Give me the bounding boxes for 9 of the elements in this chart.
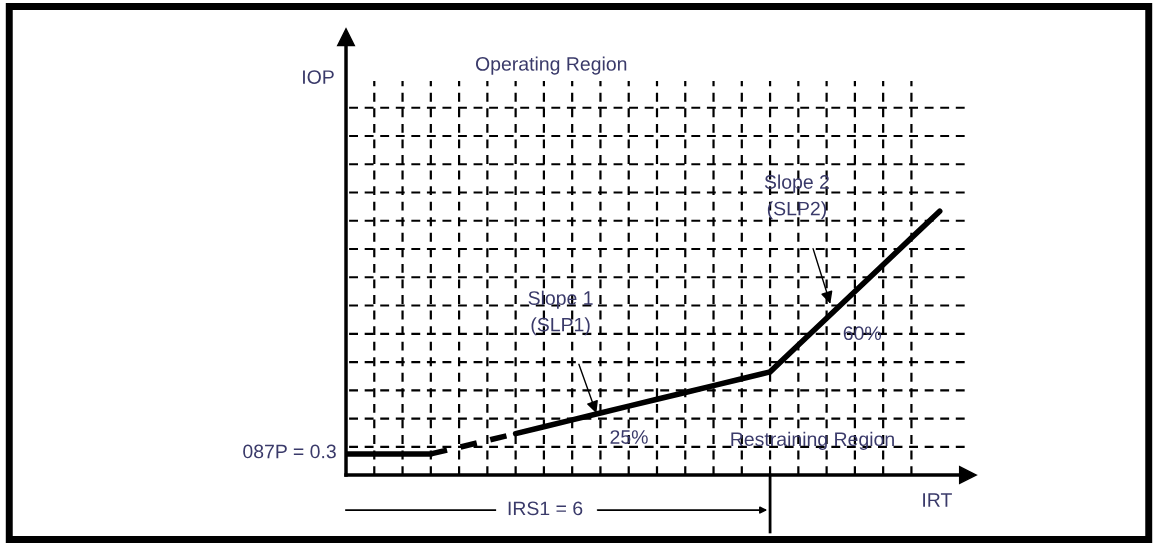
text: 087P = 0.3	[243, 444, 336, 459]
x-axis-title: IRT	[923, 493, 952, 507]
annotation: Restraining Region	[731, 431, 894, 450]
annotation: 25%	[610, 430, 648, 444]
text: Operating Region	[475, 56, 627, 75]
annotation: Slope 2 (SLP2)	[764, 174, 829, 220]
text: IRS1 = 6	[508, 501, 583, 516]
text: IOP	[303, 70, 334, 84]
annotation: 60%	[843, 326, 882, 341]
